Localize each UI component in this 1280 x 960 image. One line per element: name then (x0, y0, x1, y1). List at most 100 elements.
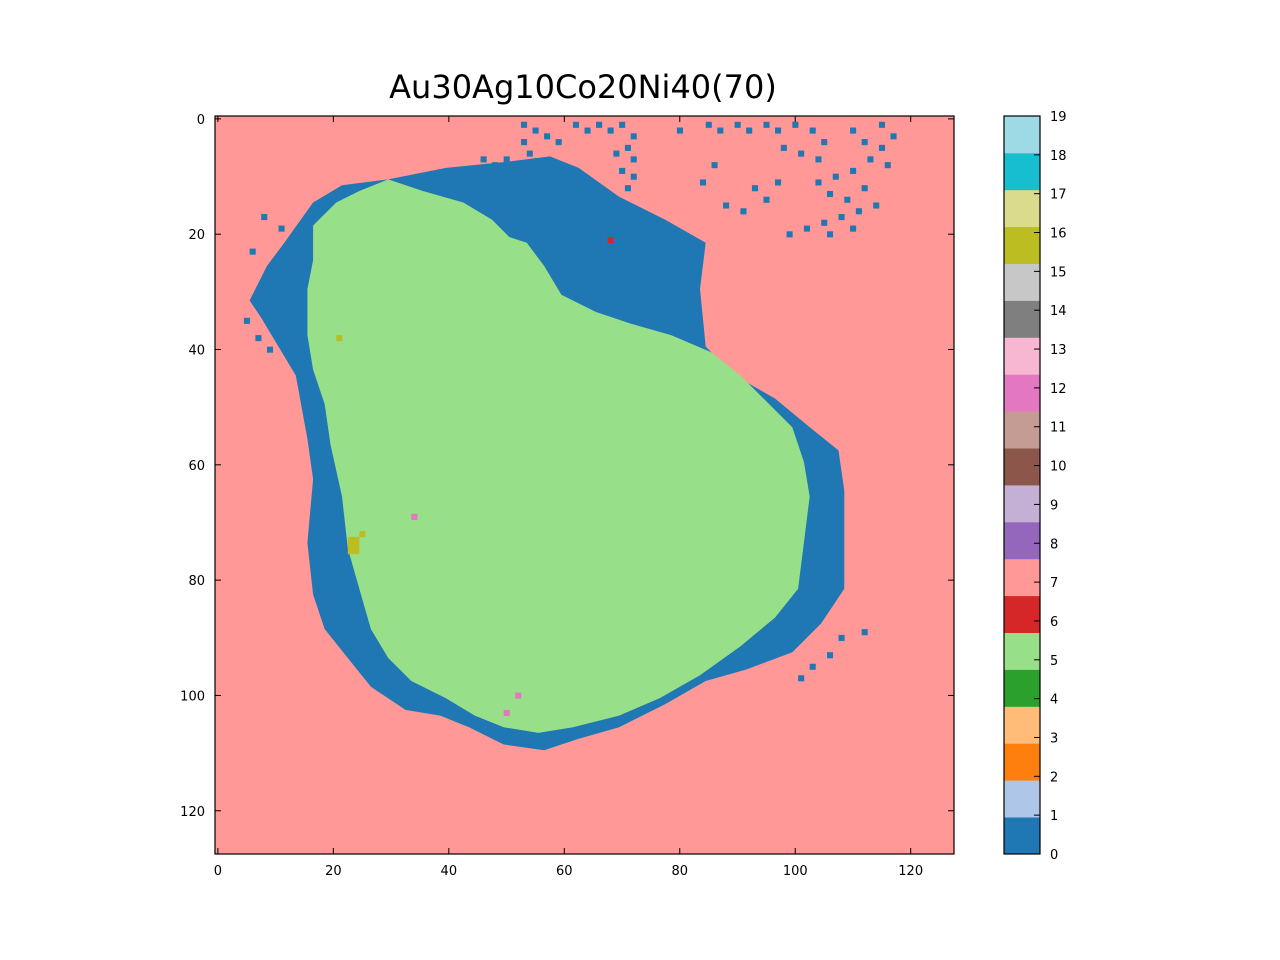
x-tick-label: 120 (898, 864, 923, 879)
colorbar-segment-2 (1004, 743, 1040, 781)
cell-value-0 (520, 139, 528, 146)
y-tick-label: 40 (188, 344, 205, 359)
cell-value-0 (503, 156, 510, 163)
cell-value-0 (826, 231, 834, 238)
colorbar-tick-label: 17 (1050, 188, 1067, 203)
cell-value-0 (740, 208, 747, 215)
colorbar-tick-label: 5 (1050, 654, 1058, 669)
cell-value-0 (844, 196, 851, 203)
cell-value-0 (809, 663, 816, 670)
cell-value-0 (624, 185, 631, 192)
x-tick-label: 60 (556, 864, 573, 879)
colorbar-segment-17 (1004, 189, 1040, 228)
colorbar-segment-14 (1004, 300, 1040, 338)
cell-value-0 (613, 150, 620, 157)
colorbar-segment-0 (1004, 817, 1040, 855)
cell-value-0 (480, 156, 487, 163)
cell-value-0 (572, 121, 580, 128)
colorbar-segment-5 (1004, 632, 1040, 670)
cell-value-16 (336, 335, 343, 342)
cell-value-12 (411, 513, 418, 520)
colorbar-tick-label: 1 (1050, 809, 1058, 824)
y-tick-label: 0 (197, 113, 205, 128)
colorbar-tick-label: 12 (1050, 382, 1067, 397)
cell-value-6 (607, 237, 614, 244)
cell-value-0 (803, 225, 810, 232)
chart-title: Au30Ag10Co20Ni40(70) (389, 68, 777, 106)
cell-value-0 (584, 127, 591, 134)
cell-value-0 (780, 144, 787, 151)
cell-value-0 (873, 202, 880, 209)
colorbar-segment-8 (1004, 521, 1040, 560)
colorbar-tick-label: 18 (1050, 149, 1067, 164)
cell-value-0 (746, 127, 753, 134)
cell-value-0 (717, 127, 724, 134)
cell-value-0 (798, 150, 805, 157)
colorbar-segment-1 (1004, 780, 1040, 818)
cell-value-0 (278, 225, 285, 232)
cell-value-0 (619, 121, 626, 128)
cell-value-0 (792, 121, 799, 128)
cell-value-0 (607, 127, 614, 134)
cell-value-0 (775, 127, 782, 134)
cell-value-0 (723, 202, 730, 209)
x-tick-label: 40 (441, 864, 458, 879)
colorbar-tick-label: 3 (1050, 731, 1058, 746)
colorbar-segment-18 (1004, 152, 1040, 191)
cell-value-12 (503, 709, 510, 716)
colorbar-segment-13 (1004, 337, 1040, 375)
colorbar-tick-label: 15 (1050, 265, 1067, 280)
y-axis: 0 20 40 60 80 100 120 (180, 113, 954, 820)
cell-value-0 (290, 237, 297, 244)
cell-value-0 (630, 173, 637, 180)
colorbar-tick-label: 7 (1050, 576, 1058, 591)
x-tick-label: 100 (783, 864, 808, 879)
cell-value-0 (630, 133, 637, 140)
colorbar-segment-4 (1004, 669, 1040, 707)
cell-value-0 (630, 156, 637, 163)
cell-value-0 (249, 248, 256, 255)
colorbar-segment-19 (1004, 116, 1040, 154)
x-tick-label: 20 (325, 864, 342, 879)
colorbar-segment-7 (1004, 558, 1040, 597)
cell-value-0 (775, 179, 782, 186)
cell-value-0 (699, 179, 707, 186)
colorbar-segment-12 (1004, 374, 1040, 412)
cell-value-0 (532, 127, 539, 134)
x-tick-label: 80 (671, 864, 688, 879)
cell-value-0 (838, 634, 845, 641)
colorbar-tick-label: 0 (1050, 848, 1058, 863)
cell-value-12 (515, 692, 522, 699)
cell-value-0 (861, 185, 868, 192)
cell-value-0 (763, 121, 770, 128)
cell-value-0 (809, 127, 816, 134)
cell-value-0 (711, 162, 718, 169)
cell-value-16 (359, 531, 366, 538)
cell-value-0 (826, 190, 834, 198)
cell-value-0 (624, 144, 631, 151)
colorbar-tick-label: 2 (1050, 770, 1058, 785)
cell-value-0 (821, 139, 828, 146)
colorbar-segment-10 (1004, 448, 1040, 486)
colorbar-segment-6 (1004, 595, 1040, 633)
cell-value-0 (555, 139, 562, 146)
cell-value-0 (619, 167, 626, 174)
cell-value-0 (596, 121, 603, 128)
cell-value-0 (832, 173, 839, 180)
cell-value-0 (538, 162, 545, 169)
colorbar-segment-15 (1004, 263, 1040, 301)
colorbar-tick-label: 4 (1050, 693, 1058, 708)
cell-value-0 (878, 144, 886, 151)
cell-value-0 (705, 121, 712, 128)
colorbar-tick-label: 9 (1050, 498, 1058, 513)
cell-value-0 (734, 121, 741, 128)
colorbar-segment-9 (1004, 485, 1040, 523)
region-value-5 (307, 179, 810, 733)
cell-value-0 (861, 629, 868, 636)
colorbar-tick-label: 8 (1050, 537, 1058, 552)
cell-value-0 (492, 162, 499, 169)
y-tick-label: 20 (188, 228, 205, 243)
cell-value-0 (261, 214, 268, 221)
colorbar-segment-11 (1004, 411, 1040, 449)
cell-value-0 (850, 167, 857, 174)
